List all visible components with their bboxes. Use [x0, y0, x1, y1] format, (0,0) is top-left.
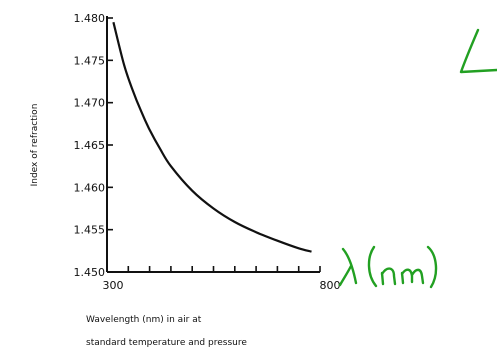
y-tick-label: 1.475 [74, 54, 106, 67]
y-axis-ticks: 1.450 1.455 1.460 1.465 1.470 1.475 1.480 [74, 12, 113, 279]
y-axis-title: Index of refraction [30, 104, 40, 187]
x-axis-title-line-2: standard temperature and pressure [86, 338, 247, 348]
y-tick-label: 1.460 [74, 181, 106, 194]
x-tick-label: 800 [320, 279, 341, 292]
y-tick-label: 1.480 [74, 12, 106, 25]
y-tick-label: 1.455 [74, 224, 106, 237]
x-axis-title-line-1: Wavelength (nm) in air at [86, 315, 202, 325]
handwritten-lambda-nm [338, 245, 438, 289]
y-tick-label: 1.450 [74, 266, 106, 279]
y-tick-label: 1.465 [74, 139, 106, 152]
series-line [112, 21, 312, 253]
x-tick-label: 300 [103, 279, 124, 292]
handwritten-delta-mark [459, 28, 497, 74]
y-tick-label: 1.470 [74, 97, 106, 110]
x-axis-ticks: 300 800 [103, 266, 341, 292]
